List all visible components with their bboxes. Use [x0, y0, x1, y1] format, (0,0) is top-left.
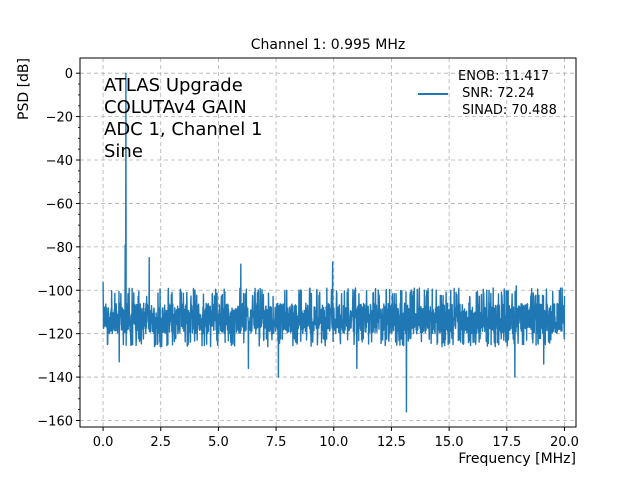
y-tick-label: −80 — [46, 241, 73, 256]
x-axis-label: Frequency [MHz] — [458, 451, 576, 467]
y-tick-label: −40 — [46, 154, 73, 169]
y-tick-label: −160 — [37, 414, 73, 429]
annotation-line-4: Sine — [104, 141, 143, 162]
y-axis-label: PSD [dB] — [16, 58, 32, 120]
annotation-line-3: ADC 1, Channel 1 — [104, 119, 262, 140]
x-tick-label: 5.0 — [208, 435, 229, 450]
ticks: 0.0 2.5 5.0 7.5 10.0 12.5 15.0 17.5 20.0 0 −20 −40 −… — [37, 67, 579, 450]
y-tick-label: −140 — [37, 371, 73, 386]
annotation-line-2: COLUTAv4 GAIN — [104, 97, 247, 118]
y-tick-label: −20 — [46, 111, 73, 126]
annotation-line-1: ATLAS Upgrade — [104, 75, 243, 96]
y-tick-label: 0 — [65, 67, 73, 82]
series-layer — [102, 72, 566, 413]
axes-frame — [79, 57, 577, 428]
y-tick-label: −100 — [37, 284, 73, 299]
x-tick-label: 12.5 — [377, 435, 406, 450]
x-tick-label: 15.0 — [435, 435, 464, 450]
y-tick-label: −120 — [37, 328, 73, 343]
x-tick-label: 10.0 — [319, 435, 348, 450]
chart-title: Channel 1: 0.995 MHz — [251, 37, 406, 53]
y-tick-label: −60 — [46, 197, 73, 212]
legend-snr: SNR: 72.24 — [458, 86, 534, 101]
x-tick-label: 17.5 — [492, 435, 521, 450]
legend: ENOB: 11.417 SNR: 72.24 SINAD: 70.488 — [418, 69, 557, 118]
psd-series-line — [102, 72, 566, 413]
legend-sinad: SINAD: 70.488 — [458, 103, 557, 118]
x-tick-label: 0.0 — [93, 435, 114, 450]
annotation: ATLAS Upgrade COLUTAv4 GAIN ADC 1, Chann… — [104, 75, 262, 162]
x-tick-label: 2.5 — [150, 435, 171, 450]
legend-enob: ENOB: 11.417 — [458, 69, 549, 84]
x-tick-label: 20.0 — [550, 435, 579, 450]
x-tick-label: 7.5 — [266, 435, 287, 450]
